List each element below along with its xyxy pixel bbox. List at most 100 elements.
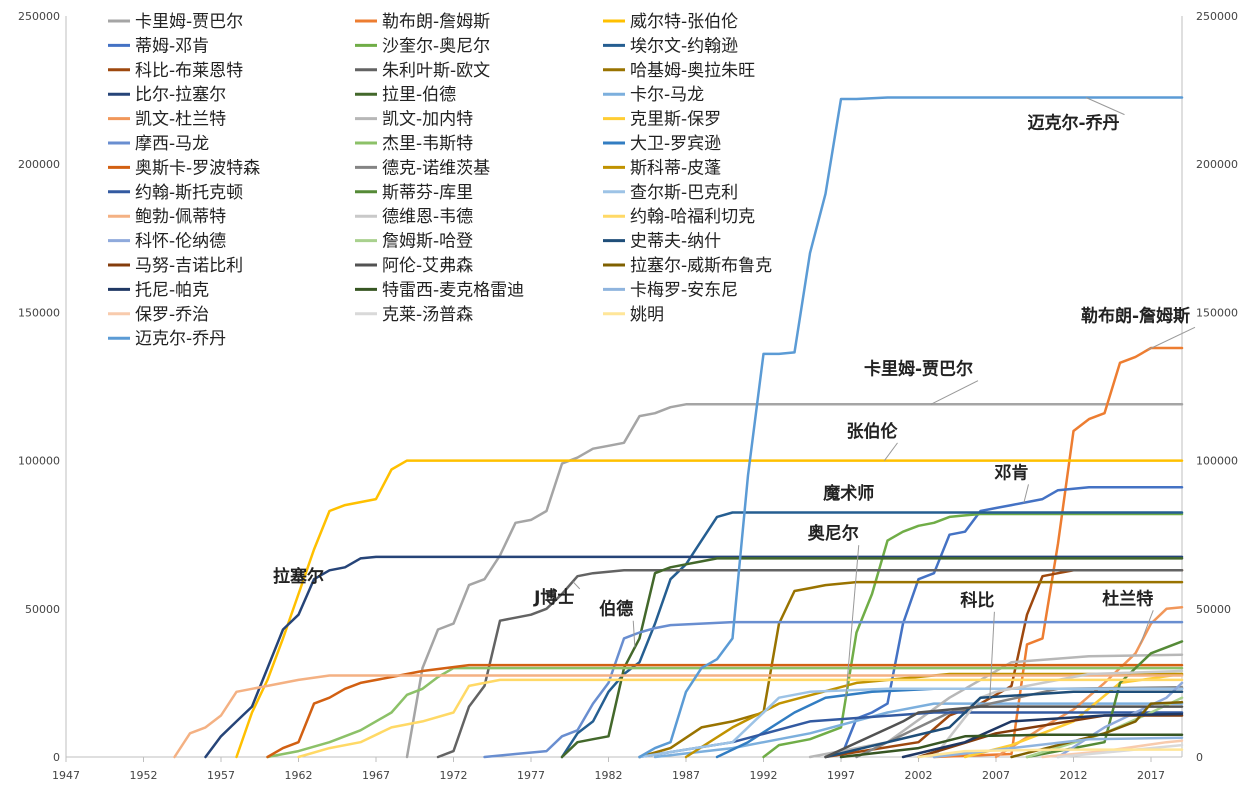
x-tick-label: 2012 [1060,769,1088,782]
series-line-33 [901,712,1184,759]
legend-item: 大卫-罗宾逊 [603,134,721,154]
legend-item: 摩西-马龙 [108,134,209,154]
legend-item: 查尔斯-巴克利 [603,183,738,203]
y-tick-label-left: 250000 [18,10,60,23]
legend-label: 凯文-杜兰特 [135,110,226,130]
legend-item: 阿伦-艾弗森 [355,256,473,276]
legend-label: 迈克尔-乔丹 [135,329,226,349]
legend-label: 鲍勃-佩蒂特 [135,207,226,227]
legend-item: 凯文-杜兰特 [108,110,226,130]
annotation-label: 伯德 [599,599,633,620]
series-line-39 [638,96,1184,759]
legend-item: 勒布朗-詹姆斯 [355,12,490,32]
legend-item: 科怀-伦纳德 [108,232,226,252]
legend-item: 哈基姆-奥拉朱旺 [603,61,755,81]
annotation-label: 邓肯 [995,462,1029,483]
series-line-10 [560,557,1184,759]
series-line-7 [436,569,1184,759]
x-tick-label: 2017 [1137,769,1165,782]
annotation-label: 迈克尔-乔丹 [1027,113,1119,134]
annotation-leader [572,581,581,590]
legend-item: 詹姆斯-哈登 [355,232,473,252]
x-tick-label: 1982 [595,769,623,782]
legend-item: 迈克尔-乔丹 [108,329,226,349]
series-line-23 [638,687,1184,759]
y-tick-label-left: 150000 [18,306,60,319]
legend-label: 姚明 [630,305,664,325]
annotation-leader [1139,610,1154,645]
series-line-8 [638,580,1184,759]
annotation-label: 杜兰特 [1102,588,1153,609]
legend-item: 威尔特-张伯伦 [603,12,738,32]
legend-label: 科比-布莱恩特 [135,61,243,81]
series-line-16 [266,666,1184,759]
series-line-38 [917,748,1184,759]
series-line-20 [684,672,1184,759]
legend-item: 托尼-帕克 [108,280,209,300]
annotation-label: 魔术师 [823,483,874,504]
annotation-label: 勒布朗-詹姆斯 [1081,305,1190,326]
annotation-label: 科比 [960,590,994,611]
annotation-label: 拉塞尔 [273,566,324,587]
legend-item: 沙奎尔-奥尼尔 [355,36,490,56]
annotation-label: 奥尼尔 [808,523,859,544]
legend-label: 拉里-伯德 [382,85,456,105]
x-tick-label: 1987 [672,769,700,782]
legend-item: 比尔-拉塞尔 [108,85,226,105]
annotation-leader [883,442,898,461]
x-tick-label: 1957 [207,769,235,782]
x-tick-label: 1967 [362,769,390,782]
legend-label: 杰里-韦斯特 [382,134,473,154]
annotation-leader [989,611,995,699]
legend-label: 凯文-加内特 [382,110,473,130]
legend-label: 托尼-帕克 [135,280,209,300]
legend-label: 勒布朗-詹姆斯 [382,12,490,32]
y-tick-label-right: 0 [1196,751,1203,764]
series-line-26 [297,678,1184,759]
legend-item: 约翰-哈福利切克 [603,207,755,227]
legend-item: 斯科蒂-皮蓬 [603,158,721,178]
annotation-label: 卡里姆-贾巴尔 [864,359,973,380]
y-tick-label-right: 200000 [1196,158,1238,171]
legend-label: 奥斯卡-罗波特森 [135,158,260,178]
annotation-label: 张伯伦 [847,421,899,442]
legend-label: 比尔-拉塞尔 [135,85,226,105]
x-tick-label: 1962 [285,769,313,782]
annotation-leader [1085,97,1125,116]
x-tick-label: 2002 [905,769,933,782]
legend-item: 卡里姆-贾巴尔 [108,12,243,32]
legend-label: 约翰-斯托克顿 [135,183,243,203]
legend-label: 德克-诺维茨基 [382,158,490,178]
annotation-leader [1023,484,1029,503]
legend-label: 沙奎尔-奥尼尔 [382,36,490,56]
y-tick-label-left: 0 [53,751,60,764]
legend-label: 史蒂夫-纳什 [630,232,721,252]
series-line-28 [1025,696,1184,759]
legend-label: 威尔特-张伯伦 [630,12,738,32]
legend-label: 拉塞尔-威斯布鲁克 [630,256,772,276]
x-tick-label: 1992 [750,769,778,782]
x-tick-label: 1977 [517,769,545,782]
legend-label: 摩西-马龙 [135,134,209,154]
legend-item: 朱利叶斯-欧文 [355,61,490,81]
series-line-25 [932,669,1184,759]
series-line-5 [560,511,1184,759]
legend-label: 约翰-哈福利切克 [630,207,755,227]
legend-label: 朱利叶斯-欧文 [382,61,490,81]
legend-item: 克里斯-保罗 [603,110,721,130]
series-line-4 [762,512,1184,759]
y-tick-label-left: 50000 [25,603,60,616]
legend-label: 卡梅罗-安东尼 [630,280,738,300]
legend-label: 科怀-伦纳德 [135,232,226,252]
y-tick-label-right: 100000 [1196,455,1238,468]
legend-item: 马努-吉诺比利 [108,256,243,276]
legend-label: 卡里姆-贾巴尔 [135,12,243,32]
legend-label: 哈基姆-奥拉朱旺 [630,61,755,81]
series-line-0 [405,403,1184,759]
series-line-24 [173,674,1184,759]
series-line-18 [266,663,1184,759]
legend-item: 史蒂夫-纳什 [603,232,721,252]
legend-item: 卡尔-马龙 [603,85,704,105]
